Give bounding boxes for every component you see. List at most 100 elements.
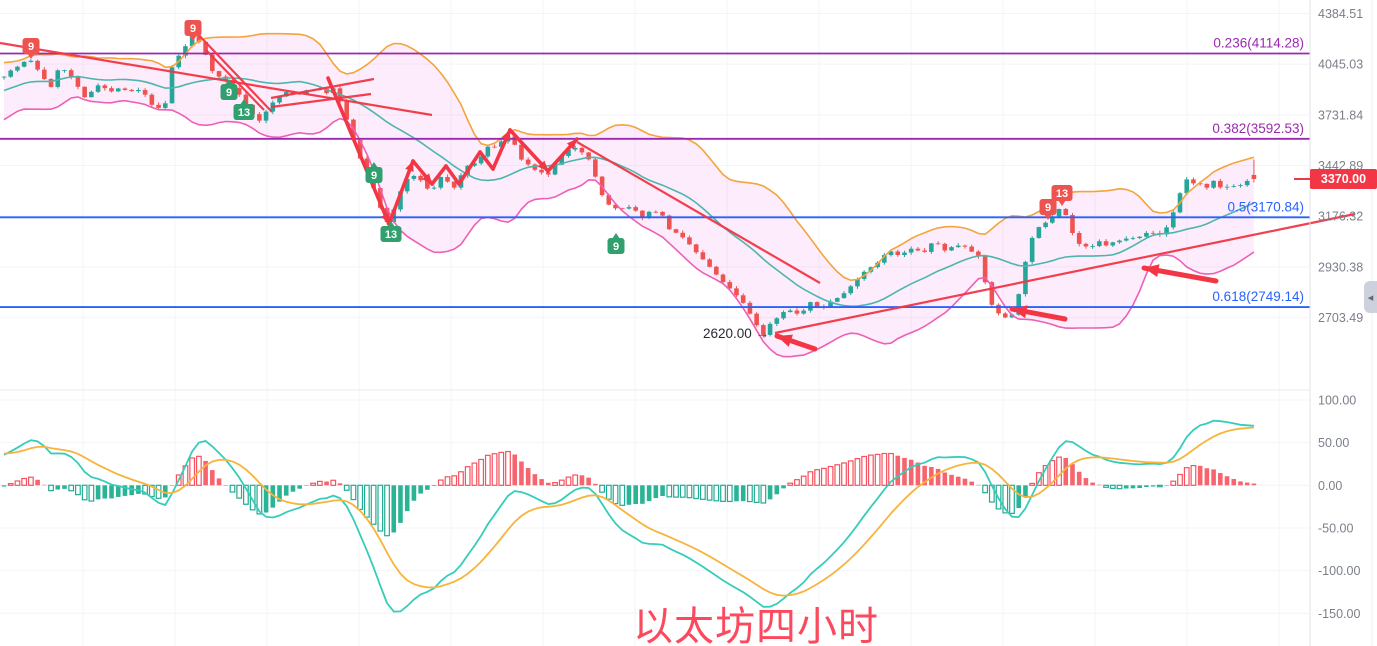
candle	[519, 144, 524, 160]
macd-histogram-bar	[283, 485, 289, 496]
svg-text:9: 9	[613, 241, 619, 253]
macd-histogram-bar	[350, 484, 357, 501]
svg-text:9: 9	[226, 87, 232, 99]
macd-histogram-bar	[1197, 465, 1203, 486]
candle	[942, 243, 948, 251]
bollinger-middle-band	[3, 75, 1255, 308]
axis-collapse-handle[interactable]: ◂	[1364, 281, 1377, 313]
macd-histogram-bar	[62, 485, 67, 489]
candle	[895, 251, 901, 255]
candle	[888, 251, 894, 256]
candle	[324, 88, 329, 94]
macd-histogram-bar	[666, 484, 673, 498]
macd-histogram-bar	[304, 485, 309, 486]
macd-histogram-bar	[216, 478, 222, 486]
candle	[774, 318, 780, 324]
candle	[754, 313, 759, 326]
macd-histogram-bar	[95, 485, 101, 500]
macd-histogram-bar	[169, 485, 175, 486]
macd-histogram-bar	[1083, 478, 1089, 486]
macd-histogram-bar	[1144, 485, 1149, 488]
macd-histogram-bar	[740, 485, 746, 502]
macd-histogram-bar	[699, 484, 706, 500]
candle	[216, 71, 222, 77]
macd-histogram-bar	[491, 453, 498, 486]
candle	[1097, 241, 1102, 247]
macd-histogram-bar	[915, 462, 921, 486]
macd-histogram-bar	[760, 484, 767, 504]
macd-histogram-bar	[437, 479, 444, 486]
candle	[740, 295, 746, 303]
candle	[210, 54, 215, 72]
svg-text:9: 9	[371, 170, 377, 182]
candle	[1070, 215, 1075, 233]
candle	[1164, 227, 1169, 235]
candle	[976, 251, 981, 257]
macd-histogram-bar	[929, 467, 934, 486]
fib-label: 0.618(2749.14)	[1212, 289, 1304, 304]
macd-axis-label: 50.00	[1318, 436, 1349, 450]
macd-histogram-bar	[418, 485, 423, 494]
macd-histogram-bar	[21, 477, 28, 486]
candle	[586, 152, 591, 160]
candle	[68, 70, 74, 78]
macd-histogram-bar	[726, 484, 733, 503]
candle	[935, 243, 941, 245]
candle	[606, 195, 612, 205]
candle	[378, 188, 383, 208]
macd-histogram-bar	[343, 484, 350, 491]
candle	[230, 79, 235, 89]
candle	[908, 248, 914, 253]
candle	[404, 178, 410, 192]
candle	[1191, 179, 1196, 184]
macd-histogram-bar	[14, 480, 21, 486]
macd-histogram-bar	[774, 485, 780, 495]
macd-histogram-bar	[713, 484, 720, 502]
candle	[162, 103, 168, 108]
candle	[277, 96, 282, 103]
candle	[828, 301, 833, 307]
macd-histogram-bar	[310, 482, 317, 486]
macd-histogram-bar	[539, 479, 544, 486]
candle	[257, 114, 262, 121]
candle	[525, 159, 531, 165]
candle	[1218, 180, 1223, 188]
macd-histogram-bar	[129, 485, 134, 496]
candle	[640, 210, 645, 218]
zigzag-arrow-segment	[457, 150, 482, 186]
candle	[1029, 237, 1035, 262]
candle	[55, 70, 61, 87]
macd-histogram	[1, 450, 1257, 537]
macd-histogram-bar	[363, 484, 370, 518]
candle	[539, 169, 544, 173]
macd-histogram-bar	[263, 485, 269, 513]
candle	[1130, 237, 1136, 239]
macd-histogram-bar	[565, 476, 572, 486]
candle	[156, 104, 161, 108]
grid-layer	[0, 0, 1310, 646]
macd-histogram-bar	[861, 455, 868, 486]
macd-histogram-bar	[229, 484, 236, 493]
macd-histogram-bar	[908, 459, 914, 486]
price-axis-label: 3731.84	[1318, 108, 1363, 122]
macd-histogram-bar	[1076, 471, 1082, 486]
candle	[109, 88, 114, 92]
macd-histogram-bar	[1097, 484, 1102, 486]
candle	[653, 211, 659, 213]
macd-histogram-bar	[976, 484, 981, 486]
macd-histogram-bar	[794, 479, 800, 486]
price-axis-label: 4045.03	[1318, 58, 1363, 72]
macd-histogram-bar	[834, 464, 841, 486]
macd-axis-label: -50.00	[1318, 521, 1353, 535]
price-axis-label: 3176.32	[1318, 210, 1363, 224]
candle	[982, 256, 988, 283]
candle	[687, 237, 692, 245]
macd-histogram-bar	[316, 480, 323, 486]
macd-histogram-bar	[81, 484, 88, 501]
candle	[989, 282, 995, 305]
macd-histogram-bar	[471, 462, 478, 486]
macd-histogram-bar	[189, 457, 196, 486]
candle	[411, 175, 417, 179]
